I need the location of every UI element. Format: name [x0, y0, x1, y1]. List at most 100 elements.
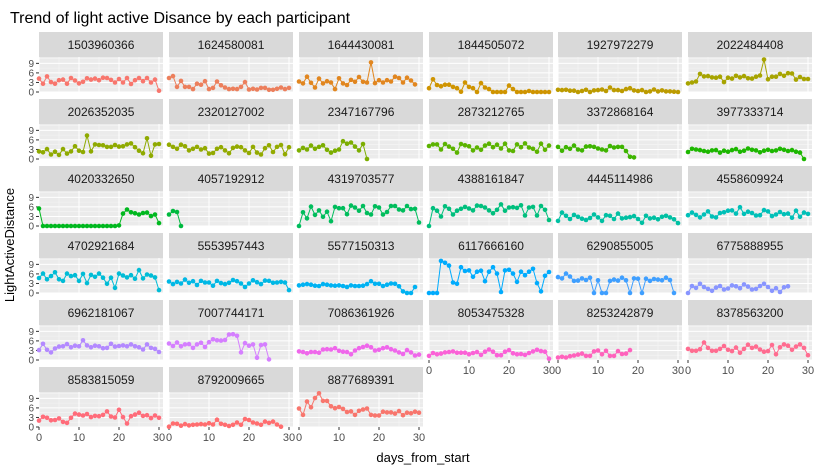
- data-point: [615, 278, 621, 283]
- data-point: [384, 345, 390, 350]
- panel-background: [39, 57, 163, 92]
- data-point: [352, 144, 358, 149]
- data-point: [631, 88, 637, 93]
- data-point: [765, 348, 771, 354]
- data-point: [583, 217, 589, 223]
- data-point: [542, 89, 548, 95]
- y-tick-label: 3: [28, 346, 34, 357]
- data-point: [266, 87, 272, 93]
- data-point: [230, 86, 236, 92]
- data-point: [781, 147, 787, 153]
- x-tick-label: 0: [36, 432, 42, 444]
- data-point: [170, 208, 176, 214]
- data-point: [615, 348, 621, 354]
- facet-panel: 4558609924: [685, 166, 812, 227]
- facet-panel: 8378563200 0 10 20 30: [685, 300, 814, 377]
- data-point: [222, 281, 228, 287]
- data-point: [348, 352, 354, 357]
- data-point: [591, 88, 597, 93]
- data-point: [352, 205, 358, 210]
- data-point: [685, 81, 691, 86]
- data-point: [320, 81, 326, 86]
- data-point: [218, 421, 224, 427]
- facet-panel: 7007744171: [166, 300, 293, 362]
- facet-strip: [688, 99, 812, 124]
- data-point: [316, 76, 322, 81]
- x-tick-label: 0: [166, 432, 172, 444]
- data-point: [526, 350, 532, 356]
- data-point: [697, 71, 703, 77]
- facet-panel: 2320127002: [166, 99, 293, 160]
- facet-panel: 5577150313: [296, 233, 423, 296]
- data-point: [611, 277, 617, 282]
- facet-strip-label: 4558609924: [717, 172, 784, 186]
- data-point: [356, 148, 362, 153]
- data-point: [546, 89, 552, 95]
- data-point: [462, 80, 468, 85]
- facet-strip-label: 2347167796: [328, 105, 395, 119]
- data-point: [777, 146, 783, 152]
- data-point: [474, 269, 480, 275]
- data-point: [344, 141, 350, 146]
- x-tick-label: 30: [413, 432, 425, 444]
- facet-panel: 8877689391 0 10 20 30: [296, 367, 425, 444]
- facet-strip: [39, 32, 163, 57]
- data-point: [40, 414, 46, 420]
- data-point: [785, 343, 791, 349]
- data-point: [108, 77, 114, 83]
- data-point: [781, 73, 787, 79]
- data-point: [486, 269, 492, 275]
- facet-panel: 3977333714: [685, 99, 812, 162]
- data-point: [454, 281, 460, 287]
- data-point: [96, 223, 102, 229]
- data-point: [697, 147, 703, 153]
- x-tick-label: 10: [463, 365, 475, 377]
- data-point: [450, 280, 456, 285]
- panel-background: [688, 325, 812, 360]
- facet-strip: [688, 32, 812, 57]
- data-point: [128, 342, 134, 347]
- data-point: [190, 422, 196, 428]
- data-point: [104, 281, 110, 287]
- data-point: [36, 76, 42, 81]
- data-point: [705, 149, 711, 154]
- data-point: [92, 343, 98, 349]
- data-point: [442, 82, 448, 87]
- data-point: [384, 77, 390, 83]
- data-point: [88, 414, 94, 420]
- data-point: [152, 413, 158, 418]
- data-point: [430, 290, 436, 296]
- data-point: [64, 341, 70, 347]
- data-point: [186, 423, 192, 428]
- data-point: [559, 354, 565, 360]
- facet-strip: [429, 233, 553, 258]
- data-point: [603, 348, 609, 354]
- data-point: [230, 331, 236, 337]
- data-point: [68, 415, 74, 421]
- data-point: [332, 86, 338, 92]
- data-point: [721, 79, 727, 85]
- data-point: [769, 342, 775, 348]
- facet-strip-label: 8583815059: [68, 373, 135, 387]
- y-tick-label: 6: [28, 135, 34, 146]
- data-point: [380, 409, 386, 415]
- data-point: [198, 147, 204, 152]
- data-point: [749, 345, 755, 351]
- data-point: [563, 87, 569, 93]
- data-point: [210, 283, 216, 289]
- data-point: [466, 352, 472, 357]
- data-point: [623, 86, 629, 92]
- data-point: [486, 208, 492, 213]
- data-point: [348, 140, 354, 145]
- data-point: [262, 419, 268, 424]
- data-point: [563, 355, 569, 360]
- data-point: [278, 85, 284, 90]
- data-point: [356, 283, 362, 289]
- data-point: [478, 80, 484, 86]
- data-point: [250, 144, 256, 150]
- data-point: [312, 146, 318, 152]
- facet-panel: 5553957443: [166, 233, 293, 294]
- data-point: [144, 136, 150, 141]
- data-point: [308, 204, 314, 209]
